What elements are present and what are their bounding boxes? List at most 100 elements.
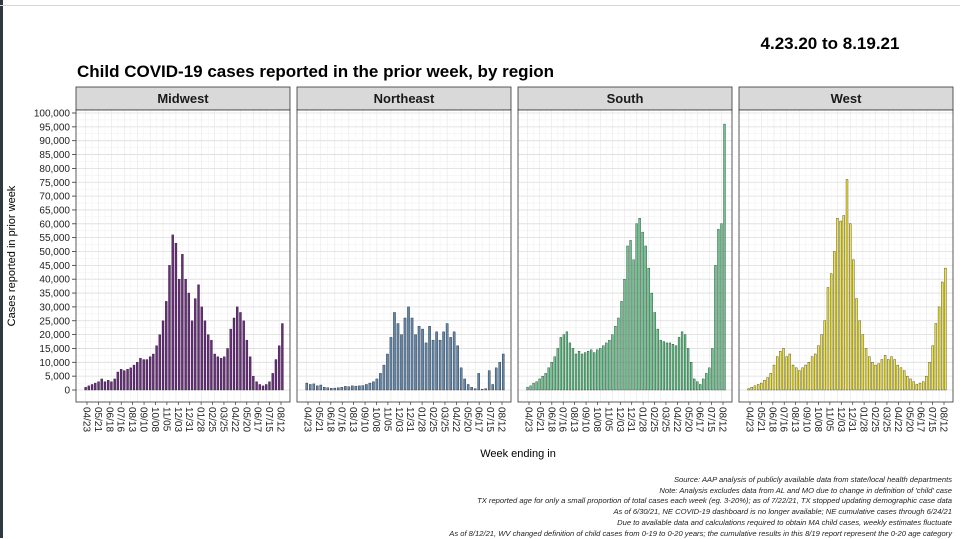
bar bbox=[414, 334, 417, 391]
bar bbox=[918, 382, 922, 391]
x-tick-label: 05/20 bbox=[903, 407, 914, 432]
bar bbox=[855, 298, 858, 391]
y-tick-label: 95,000 bbox=[39, 122, 70, 133]
bar bbox=[424, 342, 428, 391]
x-tick-label: 05/20 bbox=[240, 407, 251, 432]
bar bbox=[216, 356, 220, 391]
x-tick-label: 07/16 bbox=[557, 407, 568, 432]
bar bbox=[449, 337, 452, 391]
bar bbox=[152, 353, 155, 391]
bar bbox=[556, 348, 559, 391]
bar bbox=[100, 378, 103, 391]
footnote-texas: TX reported age for only a small proport… bbox=[477, 496, 952, 506]
x-tick-label: 08/13 bbox=[126, 407, 137, 432]
bar bbox=[680, 331, 684, 391]
bar bbox=[428, 326, 431, 391]
bar bbox=[126, 369, 129, 391]
x-tick-label: 01/28 bbox=[637, 407, 648, 432]
x-tick-label: 09/10 bbox=[138, 407, 149, 432]
bar bbox=[662, 341, 665, 391]
footnote-west-virginia: As of 8/12/21, WV changed definition of … bbox=[449, 528, 952, 538]
facet-label: Northeast bbox=[374, 91, 435, 106]
y-tick-label: 25,000 bbox=[39, 316, 70, 327]
bar bbox=[145, 359, 149, 391]
bar bbox=[219, 357, 223, 391]
bar bbox=[852, 259, 855, 391]
bar bbox=[119, 369, 123, 391]
bar bbox=[829, 273, 833, 391]
bar bbox=[94, 382, 97, 391]
bar bbox=[379, 373, 382, 391]
bar bbox=[477, 373, 480, 391]
bar bbox=[653, 312, 656, 391]
bar bbox=[274, 359, 278, 391]
bar bbox=[608, 339, 611, 391]
bar bbox=[161, 320, 165, 391]
y-tick-label: 45,000 bbox=[39, 261, 70, 272]
bar bbox=[747, 388, 750, 391]
bar bbox=[239, 312, 242, 391]
bar bbox=[696, 381, 699, 391]
bar bbox=[148, 356, 152, 391]
x-tick-label: 10/08 bbox=[149, 407, 160, 432]
x-tick-label: 06/17 bbox=[473, 407, 484, 432]
bar bbox=[906, 375, 909, 391]
bar bbox=[407, 306, 410, 391]
y-tick-label: 15,000 bbox=[39, 344, 70, 355]
x-tick-label: 07/15 bbox=[263, 407, 274, 432]
bar bbox=[271, 373, 274, 391]
bar bbox=[309, 384, 312, 391]
bar bbox=[487, 370, 491, 391]
x-tick-label: 11/05 bbox=[602, 407, 613, 432]
bar bbox=[702, 378, 705, 391]
bar bbox=[435, 331, 438, 391]
bar bbox=[184, 279, 187, 391]
bar bbox=[213, 353, 216, 391]
bar bbox=[136, 362, 139, 391]
facet-label: South bbox=[607, 91, 644, 106]
bar bbox=[826, 287, 830, 391]
bar bbox=[839, 220, 842, 391]
bar bbox=[389, 337, 393, 391]
bar bbox=[229, 328, 232, 391]
y-tick-label: 5,000 bbox=[45, 372, 70, 383]
y-tick-label: 50,000 bbox=[39, 247, 70, 258]
bar bbox=[931, 345, 934, 391]
bar bbox=[358, 385, 361, 391]
bar bbox=[823, 320, 826, 391]
footnote-massachusetts: Due to available data and calculations r… bbox=[617, 517, 952, 527]
x-tick-label: 11/05 bbox=[160, 407, 171, 432]
bar bbox=[760, 382, 763, 391]
bar bbox=[103, 381, 107, 391]
bar bbox=[668, 342, 672, 391]
x-tick-label: 12/03 bbox=[172, 407, 183, 432]
bar bbox=[880, 359, 884, 391]
bar bbox=[937, 306, 941, 391]
bar bbox=[194, 298, 197, 391]
bar bbox=[842, 215, 845, 391]
bar bbox=[261, 385, 265, 391]
bar bbox=[756, 384, 760, 391]
panel-border bbox=[517, 109, 733, 403]
x-tick-label: 05/21 bbox=[313, 407, 324, 432]
x-tick-label: 05/21 bbox=[92, 407, 103, 432]
bar bbox=[858, 320, 861, 391]
footnote-nebraska: As of 6/30/21, NE COVID-19 dashboard is … bbox=[613, 507, 952, 517]
bar bbox=[899, 367, 903, 391]
x-tick-label: 06/18 bbox=[766, 407, 777, 432]
x-axis-title: Week ending in bbox=[480, 448, 556, 460]
bar bbox=[473, 388, 477, 391]
bar bbox=[562, 334, 565, 391]
bar bbox=[629, 240, 632, 391]
bar bbox=[375, 378, 379, 391]
y-tick-label: 40,000 bbox=[39, 275, 70, 286]
x-tick-label: 05/21 bbox=[755, 407, 766, 432]
bar bbox=[665, 342, 669, 391]
bar bbox=[772, 364, 776, 391]
bar bbox=[466, 384, 470, 391]
bar bbox=[593, 352, 596, 391]
bar bbox=[925, 375, 928, 391]
bar bbox=[693, 378, 696, 391]
bar bbox=[393, 312, 396, 391]
bar bbox=[90, 384, 94, 391]
